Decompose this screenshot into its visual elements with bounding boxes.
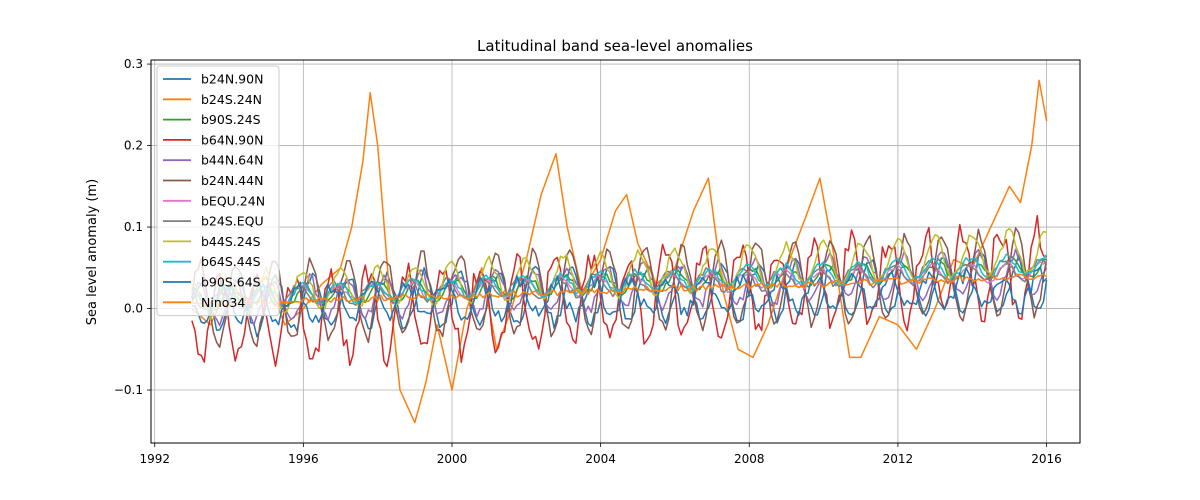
y-axis-label: Sea level anomaly (m)	[85, 179, 100, 325]
legend-label: b24S.24N	[201, 92, 262, 107]
x-tick-label: 2012	[883, 452, 914, 466]
legend-label: Nino34	[201, 295, 245, 310]
x-tick-label: 1992	[139, 452, 170, 466]
legend-label: b90S.64S	[201, 275, 261, 290]
legend-label: b44N.64N	[201, 153, 263, 168]
plot-frame	[150, 59, 1081, 444]
legend: b24N.90N b24S.24N b90S.24S b64N.90N b44N.64N…	[156, 65, 280, 317]
legend-label: b44S.24S	[201, 234, 261, 249]
y-tick-label: 0.1	[124, 220, 143, 234]
series-line-Nino34	[191, 273, 1048, 308]
legend-label: bEQU.24N	[201, 193, 265, 208]
y-tick-label: −0.1	[114, 383, 143, 397]
series-line-b44S.24S	[191, 227, 1047, 321]
legend-label: b24N.44N	[201, 173, 263, 188]
x-tick-label: 1996	[288, 452, 319, 466]
series-line-b24S.24N	[191, 79, 1048, 424]
series-line-b90S.64S	[191, 266, 1048, 326]
legend-label: b24S.EQU	[201, 214, 264, 229]
grid	[151, 60, 1080, 443]
y-tick-label: 0.3	[124, 57, 143, 71]
axis-ticks: 1992 1996 2000 2004 2008 2012 2016 −0.1 0.0 0.1 0.…	[114, 57, 1062, 466]
x-tick-label: 2000	[437, 452, 468, 466]
y-tick-label: 0.2	[124, 139, 143, 153]
x-tick-label: 2016	[1031, 452, 1062, 466]
legend-label: b64S.44S	[201, 254, 261, 269]
x-tick-label: 2008	[734, 452, 765, 466]
chart-title: Latitudinal band sea-level anomalies	[477, 37, 753, 55]
y-tick-label: 0.0	[124, 302, 143, 316]
x-tick-label: 2004	[585, 452, 616, 466]
legend-label: b24N.90N	[201, 72, 263, 87]
series-lines	[191, 79, 1048, 424]
legend-box	[156, 65, 280, 317]
series-line-b24S.EQU	[191, 258, 1048, 311]
legend-label: b64N.90N	[201, 132, 263, 147]
series-line-b64N.90N	[191, 214, 1047, 368]
legend-label: b90S.24S	[201, 112, 261, 127]
